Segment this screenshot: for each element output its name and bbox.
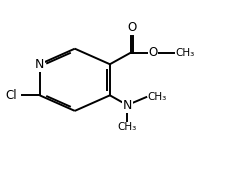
Text: N: N [122, 99, 131, 112]
Text: Cl: Cl [5, 89, 16, 102]
Text: O: O [126, 21, 136, 34]
Text: CH₃: CH₃ [147, 92, 166, 102]
Text: CH₃: CH₃ [174, 48, 194, 58]
Text: N: N [34, 58, 43, 71]
Text: O: O [147, 46, 157, 59]
Text: CH₃: CH₃ [117, 122, 136, 132]
